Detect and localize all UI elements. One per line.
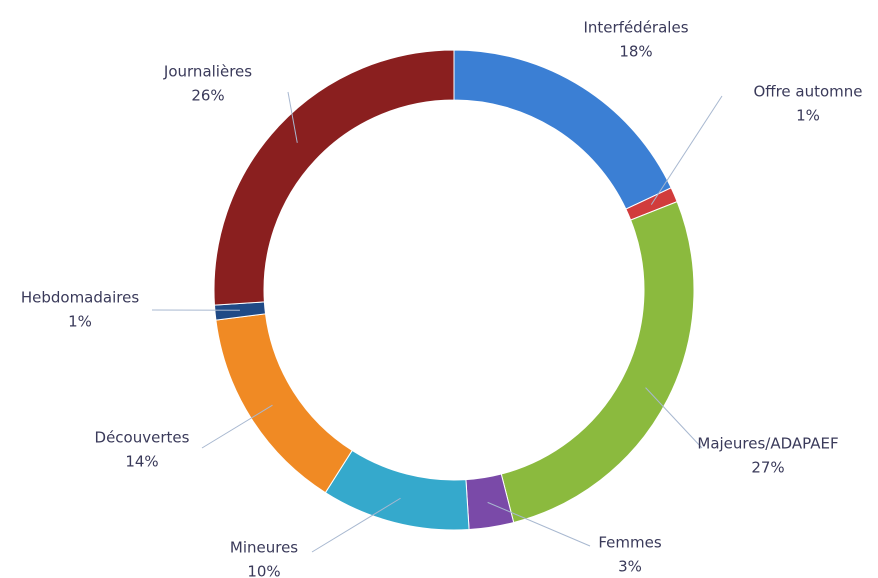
slice-value-label: 3% [618,558,642,576]
slice-label: Découvertes [95,429,190,447]
leader-line [311,497,401,553]
donut-slice [324,449,470,531]
slice-value-label: 26% [191,87,224,105]
slice-value-label: 1% [796,107,820,125]
slice-value-label: 27% [751,459,784,477]
slice-label: Femmes [598,534,661,552]
slice-label: Majeures/ADAPAEF [697,435,838,453]
leader-line [201,404,273,449]
slice-value-label: 18% [619,43,652,61]
donut-slice [453,49,672,210]
leader-line [645,387,703,449]
slice-label: Interfédérales [583,19,688,37]
leader-line [650,95,723,205]
slice-label: Hebdomadaires [21,289,139,307]
donut-slice [213,49,455,306]
donut-slice [500,201,695,524]
donut-slice [215,313,353,494]
slice-label: Offre automne [753,83,862,101]
slice-value-label: 1% [68,313,92,331]
slice-label: Journalières [163,63,252,81]
slice-value-label: 14% [125,453,158,471]
leader-line [487,501,591,547]
slice-label: Mineures [230,539,298,557]
slice-value-label: 10% [247,563,280,578]
leader-line [287,91,298,143]
